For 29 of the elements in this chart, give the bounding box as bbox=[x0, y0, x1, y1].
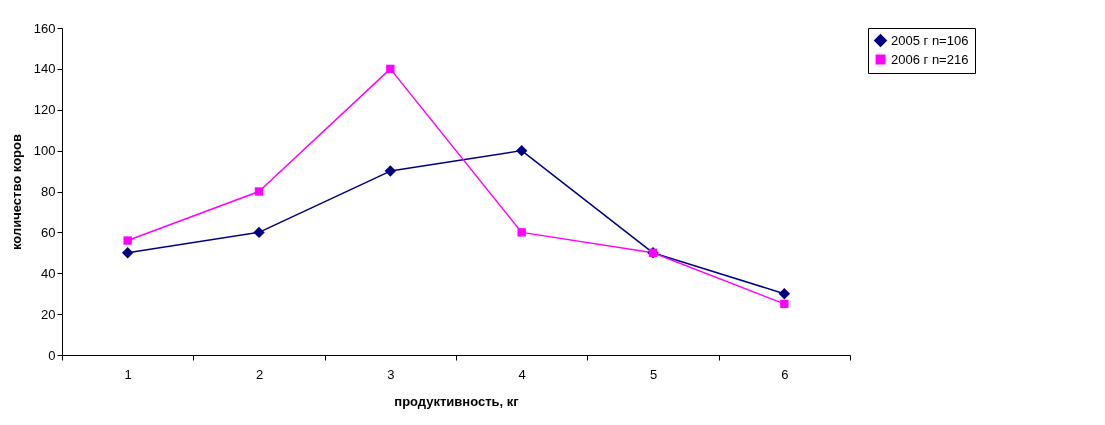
x-axis-title: продуктивность, кг bbox=[394, 393, 520, 409]
x-tick-label: 5 bbox=[649, 366, 658, 382]
point bbox=[123, 236, 132, 245]
x-tick-label: 6 bbox=[781, 366, 789, 382]
point bbox=[384, 165, 397, 177]
y-tick-label: 100 bbox=[33, 143, 56, 159]
x-tick-label: 1 bbox=[124, 366, 132, 382]
legend-label: 2006 г n=216 bbox=[891, 51, 969, 67]
y-tick-label: 160 bbox=[33, 20, 56, 36]
point bbox=[515, 144, 528, 157]
point bbox=[253, 226, 265, 239]
y-tick-label: 140 bbox=[33, 61, 56, 77]
point bbox=[121, 247, 134, 259]
x-tick-label: 2 bbox=[255, 366, 264, 382]
y-tick-label: 0 bbox=[48, 347, 56, 363]
y-tick-label: 60 bbox=[41, 224, 56, 240]
y-tick-label: 80 bbox=[41, 184, 56, 199]
point bbox=[517, 228, 526, 237]
x-tick-label: 3 bbox=[387, 366, 395, 382]
y-tick-label: 20 bbox=[41, 306, 56, 322]
y-axis-title: количество коров bbox=[8, 134, 24, 250]
legend-label: 2005 г n=106 bbox=[891, 32, 969, 48]
point bbox=[386, 64, 395, 74]
point bbox=[778, 287, 791, 300]
point bbox=[780, 299, 789, 309]
point bbox=[254, 187, 264, 196]
y-tick-label: 40 bbox=[41, 265, 56, 281]
y-tick-label: 120 bbox=[33, 102, 56, 118]
x-tick-label: 4 bbox=[518, 366, 526, 382]
